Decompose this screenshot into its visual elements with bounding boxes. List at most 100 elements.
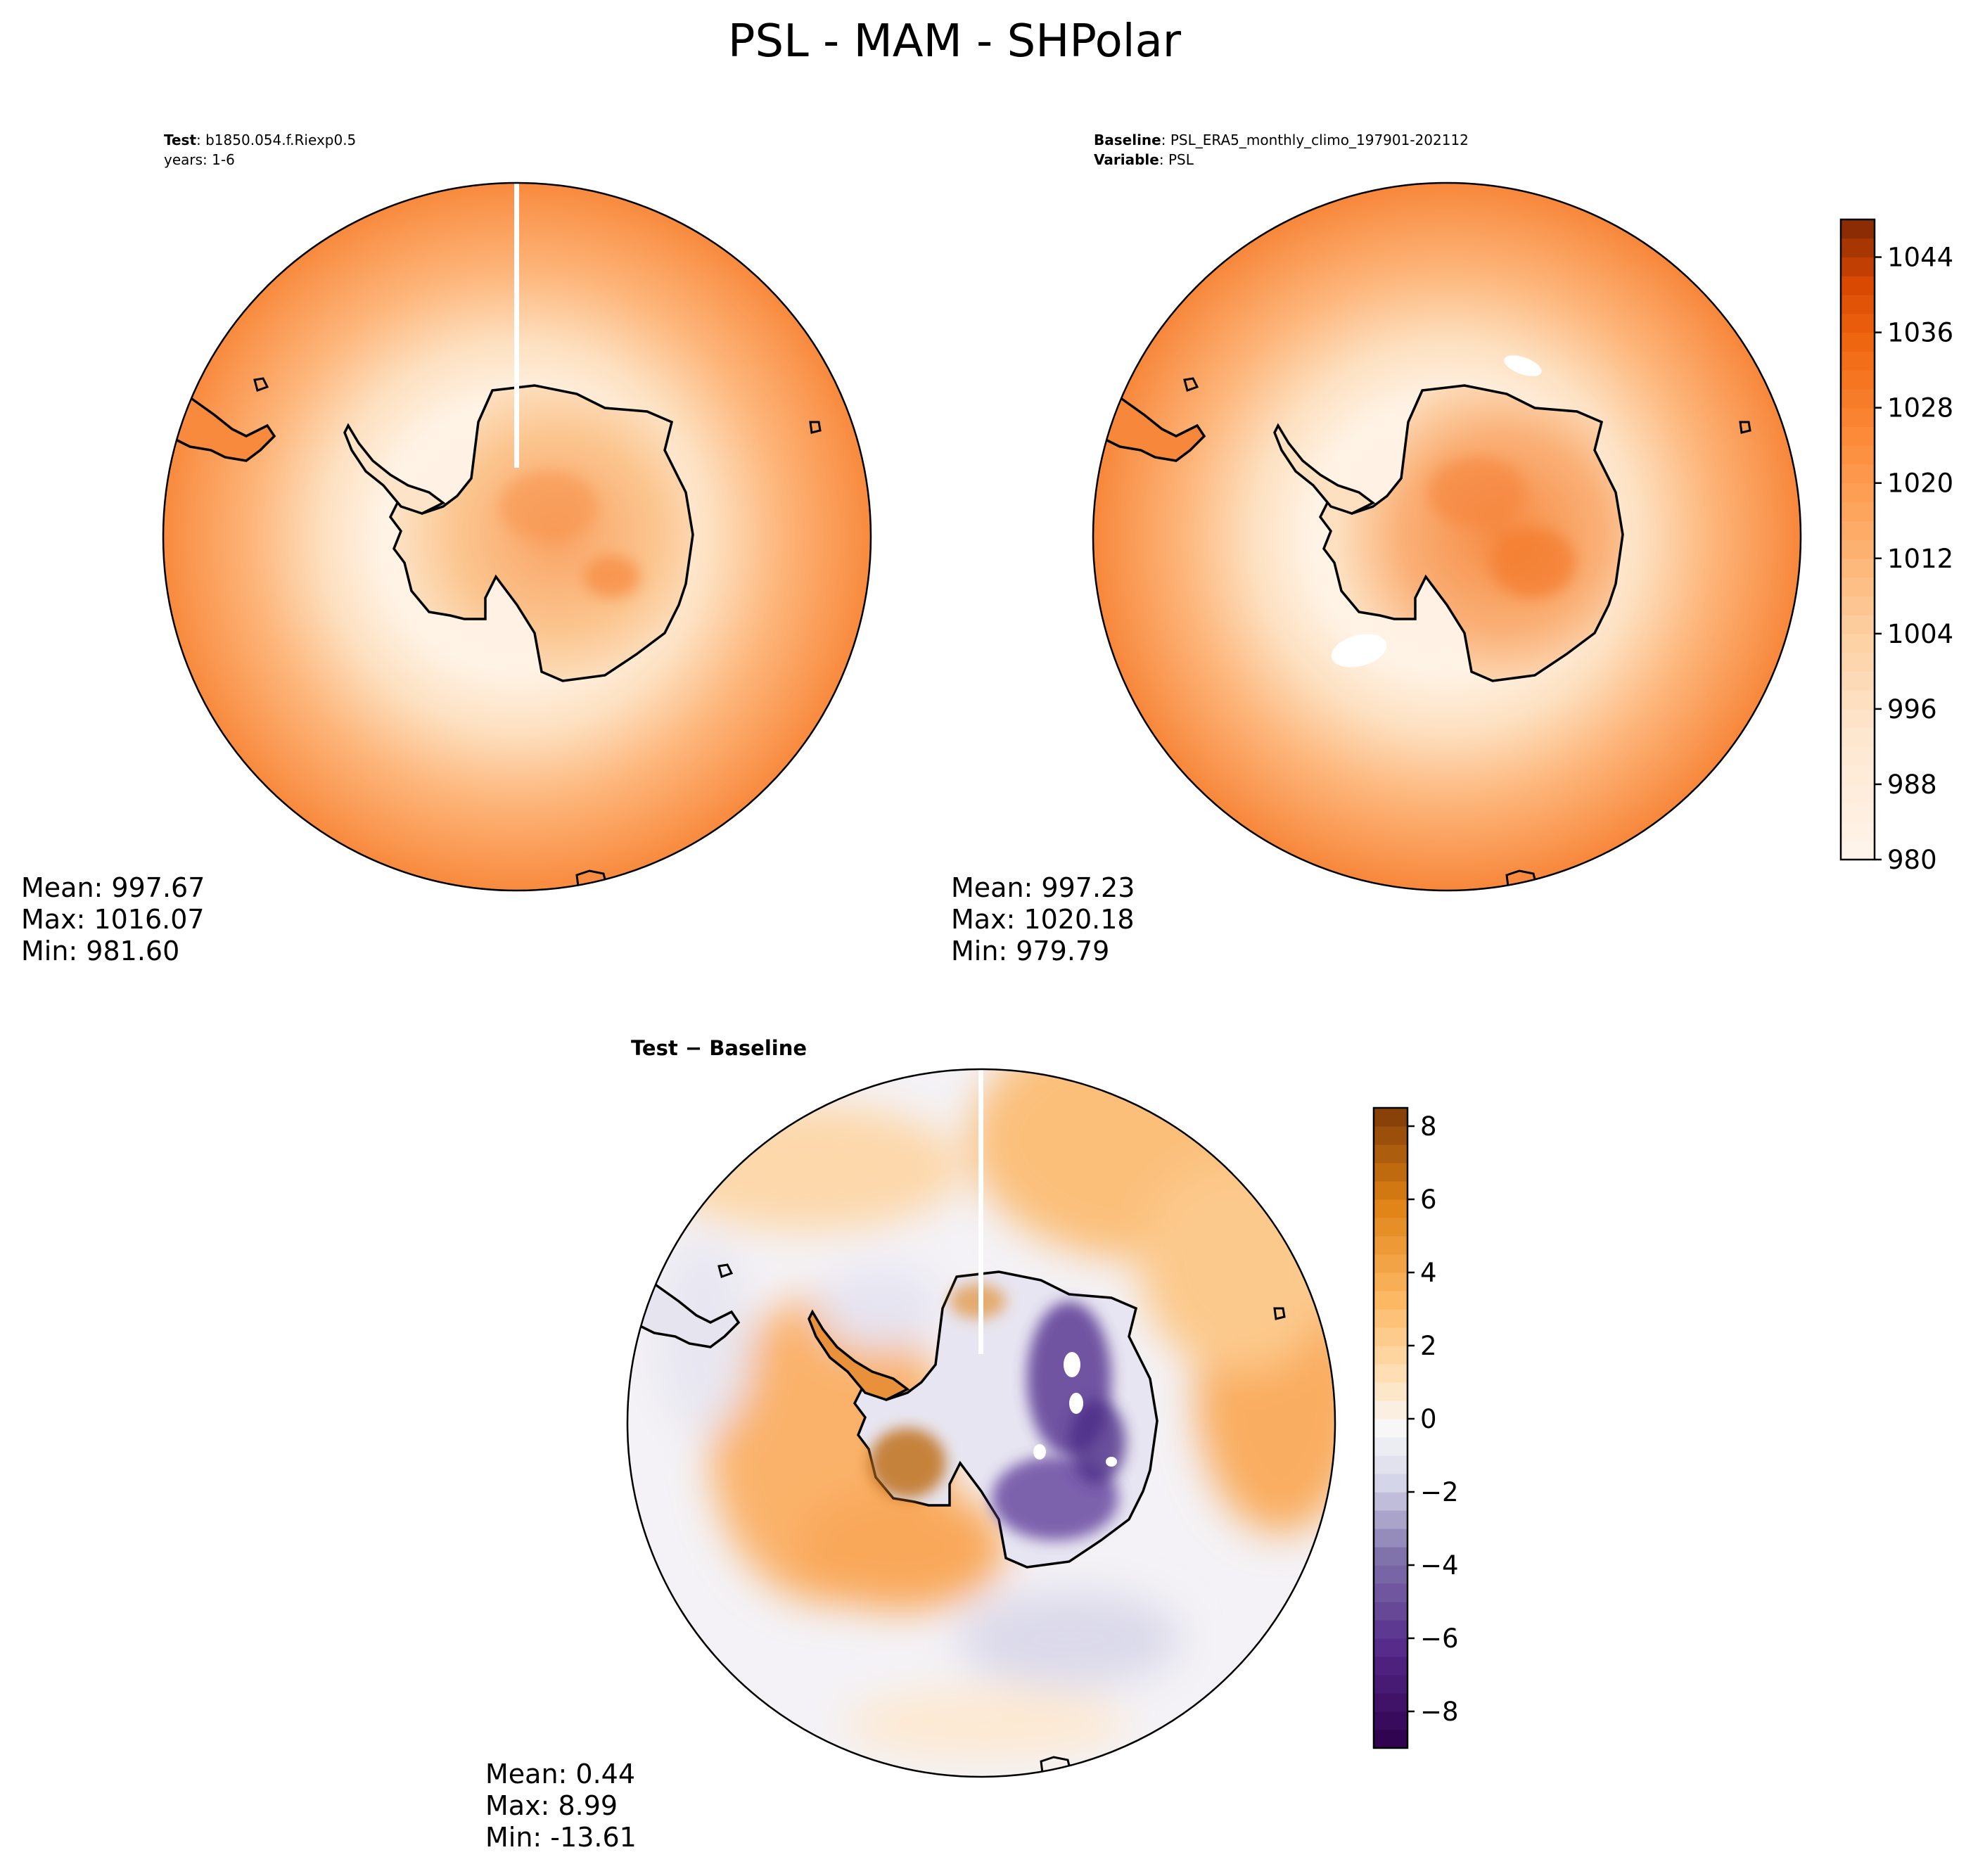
panel-test-header-line1: Test: b1850.054.f.Riexp0.5 [164, 132, 356, 148]
colorbar-band [1374, 1602, 1408, 1621]
colorbar-band [1841, 746, 1875, 766]
colorbar-band [1841, 765, 1875, 785]
colorbar-tick-label: 2 [1420, 1331, 1437, 1361]
island-1 [717, 1263, 734, 1278]
colorbar-band [1841, 521, 1875, 540]
colorbar-band [1841, 784, 1875, 804]
colorbar-band [1374, 1510, 1408, 1529]
colorbar-band [1841, 502, 1875, 521]
colorbar-tick-label: 996 [1887, 694, 1937, 725]
panel-baseline-header-line1: Baseline: PSL_ERA5_monthly_climo_197901-… [1094, 132, 1469, 148]
panel-baseline-map [1093, 183, 1801, 891]
antarctica-land [343, 384, 694, 682]
panel-test: Test: b1850.054.f.Riexp0.5 years: 1-6 Me… [21, 132, 872, 966]
colorbar-band [1841, 708, 1875, 729]
island-2 [1273, 1307, 1286, 1320]
colorbar-band [1841, 313, 1875, 333]
colorbar-band [1374, 1638, 1408, 1657]
colorbar-band [1374, 1218, 1408, 1237]
colorbar-band [1374, 1437, 1408, 1456]
colorbar-band [1841, 295, 1875, 314]
missing-value-patch-3 [1033, 1444, 1046, 1460]
panel-test-min: Min: 981.60 [21, 936, 179, 966]
colorbar-band [1841, 257, 1875, 276]
panel-difference-mean: Mean: 0.44 [485, 1759, 635, 1789]
colorbar-band [1841, 464, 1875, 484]
panel-baseline: Baseline: PSL_ERA5_monthly_climo_197901-… [951, 132, 1802, 966]
panel-difference-min: Min: -13.61 [485, 1822, 637, 1853]
colorbar-band [1374, 1583, 1408, 1602]
antarctic-peninsula [1273, 423, 1376, 515]
panel-difference: Test − Baseline [485, 1036, 1336, 1853]
south-america-coastline [1093, 393, 1206, 462]
colorbar-band [1374, 1711, 1408, 1730]
colorbar-band [1841, 596, 1875, 615]
island-2 [1739, 421, 1751, 434]
colorbar-band [1374, 1309, 1408, 1328]
low-pressure-spot-1 [1504, 355, 1542, 376]
low-pressure-spot-2 [1331, 634, 1387, 668]
colorbar-band [1841, 841, 1875, 860]
colorbar-band [1841, 388, 1875, 409]
colorbar-band [1374, 1163, 1408, 1182]
figure-title: PSL - MAM - SHPolar [728, 15, 1182, 68]
missing-data-meridian [514, 183, 519, 468]
colorbar-band [1374, 1272, 1408, 1291]
colorbar-tick-label: 1044 [1887, 243, 1953, 273]
island-2 [809, 421, 822, 434]
colorbar-band [1841, 690, 1875, 710]
colorbar-tick-label: 1020 [1887, 468, 1953, 499]
colorbar-band [1841, 615, 1875, 634]
colorbar-tick-label: 4 [1420, 1258, 1437, 1288]
colorbar-band [1841, 276, 1875, 295]
missing-data-meridian [978, 1069, 983, 1354]
antarctic-peninsula [343, 423, 446, 515]
colorbar-band [1374, 1529, 1408, 1548]
colorbar-band [1841, 652, 1875, 672]
colorbar-band [1374, 1657, 1408, 1676]
colorbar-psl: 980 988 996 1004 1012 1020 1028 1036 1044 [1839, 218, 1953, 875]
panel-baseline-min: Min: 979.79 [951, 936, 1109, 966]
panel-baseline-max: Max: 1020.18 [951, 904, 1135, 935]
colorbar-band [1374, 1455, 1408, 1474]
island-1 [253, 377, 269, 392]
colorbar-band [1374, 1199, 1408, 1218]
colorbar-band [1841, 370, 1875, 390]
colorbar-tick-label: −8 [1420, 1697, 1459, 1727]
missing-value-patch-4 [1106, 1457, 1117, 1467]
colorbar-tick-label: 988 [1887, 770, 1937, 800]
colorbar-band [1374, 1291, 1408, 1310]
antarctic-peninsula [808, 1309, 910, 1401]
south-america-coastline [163, 393, 276, 462]
colorbar-tick-label: 6 [1420, 1185, 1437, 1215]
panel-baseline-mean: Mean: 997.23 [951, 872, 1135, 903]
colorbar-band [1841, 332, 1875, 352]
colorbar-band [1841, 633, 1875, 653]
panel-test-map [163, 183, 871, 891]
colorbar-band [1374, 1565, 1408, 1584]
colorbar-band [1374, 1346, 1408, 1365]
colorbar-band [1841, 558, 1875, 578]
colorbar-band [1374, 1730, 1408, 1749]
colorbar-band [1841, 727, 1875, 748]
south-america-coastline [627, 1279, 741, 1348]
colorbar-band [1841, 238, 1875, 258]
panel-test-mean: Mean: 997.67 [21, 872, 205, 903]
island-1 [1183, 377, 1199, 392]
colorbar-band [1374, 1620, 1408, 1639]
colorbar-tick-label: −6 [1420, 1623, 1459, 1654]
colorbar-tick-label: 1012 [1887, 544, 1953, 574]
colorbar-band [1841, 219, 1875, 239]
colorbar-tick-label: −2 [1420, 1477, 1459, 1507]
missing-value-patch-1 [1064, 1352, 1080, 1377]
colorbar-band [1374, 1400, 1408, 1419]
missing-value-patch-2 [1069, 1393, 1083, 1414]
colorbar-band [1374, 1693, 1408, 1712]
colorbar-band [1374, 1492, 1408, 1511]
antarctica-land [808, 1270, 1159, 1569]
colorbar-difference: −8 −6 −4 −2 0 2 4 6 8 [1372, 1106, 1459, 1749]
colorbar-band [1841, 803, 1875, 823]
colorbar-tick-label: 980 [1887, 845, 1937, 875]
panel-test-max: Max: 1016.07 [21, 904, 205, 935]
